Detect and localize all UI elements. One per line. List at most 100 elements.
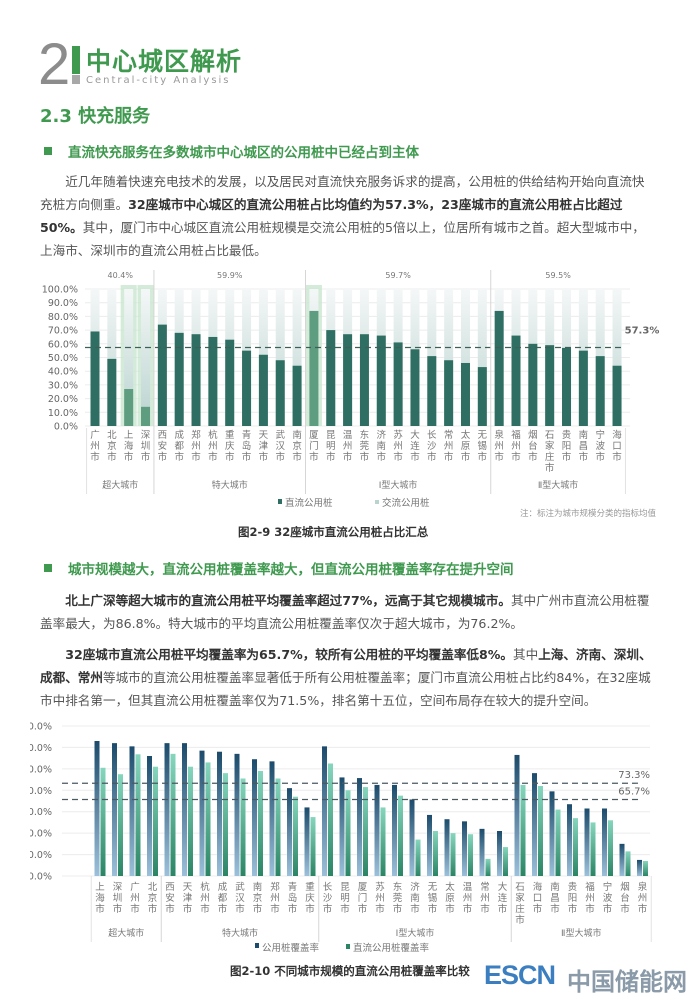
bar-coverage-all (619, 843, 625, 876)
x-category-label: 东莞市 (360, 429, 370, 463)
x-category-label: 宁波市 (603, 881, 613, 915)
bar-coverage-dc (293, 796, 298, 876)
text: 其中 (513, 647, 539, 662)
bar-dc (292, 365, 302, 426)
bar-coverage-dc (485, 858, 491, 876)
group-label: 特大城市 (222, 927, 258, 939)
group-label: 超大城市 (108, 927, 144, 939)
x-category-label: 烟台市 (620, 881, 630, 915)
bold-text: 北上广深等超大城市的直流公用桩平均覆盖率超过77%，远高于其它规模城市。 (65, 593, 511, 608)
y-tick-label: 0.0% (54, 422, 78, 433)
x-category-label: 宁波市 (595, 429, 605, 463)
bar-coverage-all (304, 807, 310, 876)
x-category-label: 温州市 (463, 882, 473, 915)
y-tick-label: 60.0% (48, 339, 78, 350)
bar-ac (107, 289, 117, 426)
bar-ac (292, 289, 302, 426)
bar-coverage-all (584, 808, 590, 876)
bar-dc (309, 310, 319, 426)
x-category-label: 重庆市 (305, 881, 315, 915)
x-category-label: 贵阳市 (568, 881, 578, 915)
bar-coverage-dc (205, 762, 211, 876)
bar-coverage-dc (538, 786, 543, 876)
bar-coverage-dc (135, 754, 141, 876)
section-title: 2.3 快充服务 (40, 106, 151, 127)
bar-ac (477, 289, 487, 426)
square-bullet-icon (44, 564, 52, 572)
bar-coverage-dc (118, 774, 123, 876)
bar-coverage-all (514, 754, 520, 876)
y-tick-label: 30.0% (48, 380, 78, 391)
chart-coverage: 30.0% 40.0% 50.0% 60.0% 70.0% 80.0% 90.0% 100.0… (30, 722, 652, 954)
bar-dc (393, 342, 403, 426)
chapter-subtitle: Central-city Analysis (86, 75, 231, 86)
bar-coverage-all (339, 777, 345, 876)
bar-dc (460, 362, 470, 426)
x-category-label: 无锡市 (478, 430, 488, 463)
bar-coverage-all (549, 791, 555, 876)
x-category-label: 贵阳市 (562, 429, 572, 463)
y-tick-label: 100.0% (30, 722, 52, 733)
x-category-label: 北京市 (148, 882, 158, 915)
bar-coverage-dc (625, 851, 631, 876)
group-label: Ⅱ型大城市 (561, 927, 601, 939)
x-category-label: 郑州市 (270, 881, 280, 915)
chart-dc-share: 0.0% 10.0% 20.0% 30.0% 40.0% 50.0% 60.0% 70.0% 8… (42, 270, 659, 519)
x-category-label: 深圳市 (113, 882, 123, 915)
chapter-bar-decoration (72, 46, 80, 74)
bar-dc (477, 367, 487, 426)
bar-coverage-all (234, 753, 240, 876)
x-category-label: 北京市 (107, 430, 117, 463)
bar-coverage-all (602, 808, 607, 876)
bar-dc (258, 354, 268, 426)
paragraph-2: 北上广深等超大城市的直流公用桩平均覆盖率超过77%，远高于其它规模城市。其中广州… (40, 589, 655, 635)
group-average-label: 40.4% (108, 271, 134, 280)
bar-dc (578, 350, 588, 426)
x-category-label: 重庆市 (225, 429, 235, 463)
y-tick-label: 50.0% (48, 353, 78, 364)
x-category-label: 青岛市 (242, 429, 252, 463)
group-label: Ⅰ型大城市 (379, 479, 418, 491)
bar-dc (427, 356, 437, 426)
bar-coverage-dc (153, 766, 158, 876)
legend-swatch-dc (278, 499, 282, 504)
chapter-title: 中心城区解析 (86, 47, 243, 76)
bar-dc (124, 389, 134, 426)
y-tick-label: 40.0% (30, 850, 52, 861)
bar-coverage-dc (503, 847, 508, 876)
x-category-label: 东莞市 (393, 881, 403, 915)
y-tick-label: 70.0% (48, 326, 78, 337)
bar-dc (343, 334, 353, 426)
bar-coverage-dc (590, 822, 596, 876)
bar-coverage-dc (398, 795, 403, 876)
bold-text: 上海、济南、深圳、成都、常州 (40, 647, 652, 685)
y-tick-label: 60.0% (30, 807, 52, 818)
group-label: 特大城市 (212, 479, 248, 491)
y-tick-label: 100.0% (42, 285, 78, 296)
x-category-label: 南昌市 (550, 881, 560, 915)
y-tick-label: 70.0% (30, 786, 52, 797)
bold-text: 32座城市中心城区的直流公用桩占比均值约为57.3%，23座城市的直流公用桩占比… (40, 197, 623, 235)
x-category-label: 福州市 (511, 429, 521, 463)
legend-swatch-dc (346, 944, 350, 949)
y-tick-label: 80.0% (30, 764, 52, 775)
legend-label-dc: 直流公用桩 (285, 497, 333, 509)
x-category-label: 苏州市 (375, 881, 385, 915)
y-tick-label: 20.0% (48, 394, 78, 405)
group-average-label: 59.9% (217, 271, 243, 280)
bar-coverage-dc (380, 807, 386, 876)
x-category-label: 济南市 (377, 429, 387, 463)
x-category-label: 厦门市 (309, 430, 319, 463)
watermark-logo-brand: ESCN (484, 960, 556, 990)
bar-coverage-all (479, 828, 485, 876)
bar-dc (444, 360, 454, 426)
bar-coverage-dc (433, 831, 438, 876)
bar-coverage-all (217, 751, 222, 876)
bar-coverage-dc (520, 784, 526, 876)
x-category-label: 武汉市 (235, 881, 245, 915)
x-category-label: 昆明市 (326, 430, 336, 463)
bar-coverage-all (444, 819, 450, 876)
bar-coverage-all (252, 759, 257, 876)
x-category-label: 南京市 (292, 429, 302, 463)
bar-coverage-all (374, 784, 380, 876)
